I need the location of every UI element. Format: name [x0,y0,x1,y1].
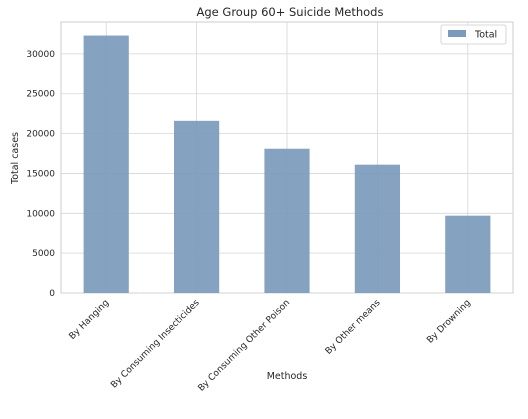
bar [83,35,129,294]
bar [174,120,220,293]
x-tick-label: By Consuming Insecticides [109,298,202,391]
legend-swatch [448,30,466,37]
y-tick-label: 0 [49,289,55,299]
bar [445,215,491,293]
bar [264,148,310,293]
y-tick-label: 15000 [26,169,55,179]
legend-label: Total [474,30,497,41]
bar [354,164,400,293]
y-axis-label: Total cases [10,132,21,185]
y-tick-label: 20000 [26,130,55,140]
legend: Total [440,24,507,45]
y-tick-label: 25000 [26,90,55,100]
y-axis-ticks: 0 5000 10000 15000 20000 25000 30000 [26,50,55,299]
y-tick-label: 30000 [26,50,55,60]
legend-box [440,24,507,45]
bars [83,35,491,294]
x-axis-label: Methods [267,371,308,382]
y-tick-label: 5000 [32,249,55,259]
x-tick-label: By Other means [324,298,383,357]
x-tick-label: By Hanging [67,298,111,342]
x-tick-label: By Drowning [425,298,473,346]
chart-title: Age Group 60+ Suicide Methods [197,5,384,19]
y-tick-label: 10000 [26,209,55,219]
